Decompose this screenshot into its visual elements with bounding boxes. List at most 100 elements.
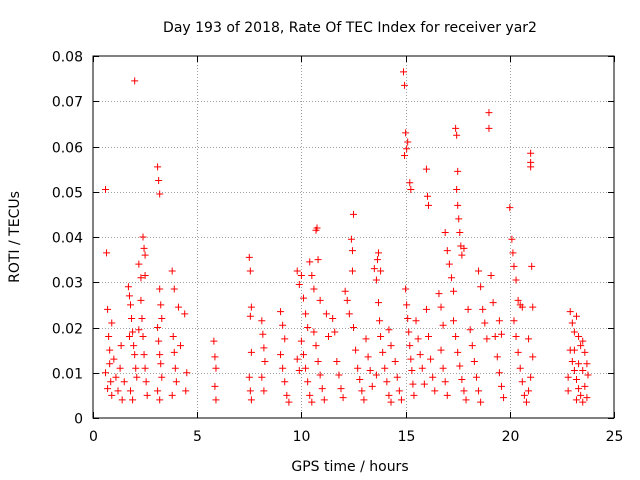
data-point	[409, 380, 417, 388]
data-point	[425, 201, 433, 209]
data-point	[368, 382, 376, 390]
data-point	[157, 301, 165, 309]
data-point	[512, 276, 520, 284]
data-point	[529, 353, 537, 361]
data-point	[366, 366, 374, 374]
data-point	[460, 244, 468, 252]
data-point	[472, 373, 480, 381]
data-point	[418, 364, 426, 372]
data-point	[212, 364, 220, 372]
data-point	[406, 342, 414, 350]
data-point	[401, 152, 409, 160]
data-point	[211, 382, 219, 390]
data-point	[527, 373, 535, 381]
data-point	[443, 247, 451, 255]
data-point	[456, 228, 464, 236]
x-axis-label: GPS time / hours	[291, 459, 408, 475]
data-point	[354, 364, 362, 372]
data-point	[570, 346, 578, 354]
data-point	[458, 376, 466, 384]
data-point	[139, 233, 147, 241]
data-point	[304, 378, 312, 386]
data-point	[283, 391, 291, 399]
data-point	[302, 364, 310, 372]
data-point	[261, 357, 269, 365]
data-point	[400, 68, 408, 76]
data-point	[329, 314, 337, 322]
data-point	[140, 244, 148, 252]
y-tick-label: 0.05	[52, 186, 83, 202]
data-point	[135, 326, 143, 334]
data-point	[142, 378, 150, 386]
data-point	[379, 348, 387, 356]
data-point	[483, 335, 491, 343]
data-point	[450, 287, 458, 295]
data-point	[247, 303, 255, 311]
data-point	[154, 324, 162, 331]
data-point	[345, 310, 353, 318]
data-point	[584, 371, 592, 379]
data-point	[385, 391, 393, 399]
data-point	[350, 324, 357, 331]
data-point	[108, 391, 116, 399]
data-point	[385, 326, 393, 334]
data-point	[575, 333, 583, 341]
data-point	[491, 333, 499, 341]
data-point	[104, 385, 112, 393]
data-point	[279, 364, 287, 372]
data-point	[129, 328, 137, 336]
data-point	[425, 333, 433, 341]
data-point	[156, 285, 164, 293]
data-point	[358, 387, 366, 395]
data-point	[106, 360, 114, 368]
data-point	[103, 249, 111, 257]
data-point	[106, 346, 114, 354]
data-point	[481, 319, 489, 327]
data-point	[118, 396, 126, 404]
data-point	[181, 310, 189, 318]
data-point	[212, 396, 220, 404]
data-point	[177, 342, 185, 350]
y-tick-label: 0.02	[52, 322, 83, 338]
data-point	[514, 296, 522, 304]
data-point	[500, 394, 508, 402]
data-point	[579, 398, 587, 406]
data-point	[568, 357, 576, 365]
data-point	[510, 317, 518, 325]
data-point	[406, 179, 414, 187]
data-point	[135, 260, 143, 268]
data-point	[412, 317, 420, 325]
data-point	[422, 305, 430, 313]
data-point	[156, 396, 164, 404]
axis-ticks	[93, 56, 615, 419]
data-point	[514, 348, 522, 356]
data-point	[260, 344, 268, 352]
data-point	[373, 256, 381, 264]
data-point	[170, 348, 178, 356]
data-point	[246, 387, 254, 395]
data-point	[435, 290, 443, 298]
data-point	[370, 265, 378, 273]
data-point	[132, 364, 140, 372]
data-point	[568, 319, 576, 327]
data-point	[455, 215, 463, 223]
data-point	[372, 371, 380, 379]
data-point	[439, 364, 447, 372]
data-point	[105, 333, 113, 341]
data-point	[137, 274, 145, 282]
data-point	[404, 138, 412, 146]
data-point	[575, 360, 583, 368]
data-point	[485, 109, 493, 117]
data-point	[310, 285, 318, 293]
data-point	[583, 360, 591, 368]
data-point	[518, 303, 526, 311]
data-point	[312, 342, 320, 350]
data-point	[316, 296, 324, 304]
data-point	[182, 387, 190, 395]
data-point	[375, 249, 383, 257]
data-point	[102, 369, 110, 377]
data-point	[462, 396, 470, 404]
data-point	[154, 387, 162, 395]
y-tick-label: 0.03	[52, 276, 83, 292]
